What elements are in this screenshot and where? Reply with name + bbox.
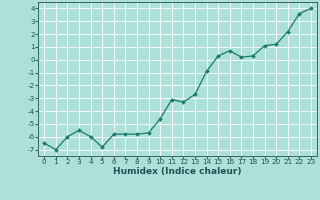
X-axis label: Humidex (Indice chaleur): Humidex (Indice chaleur): [113, 167, 242, 176]
